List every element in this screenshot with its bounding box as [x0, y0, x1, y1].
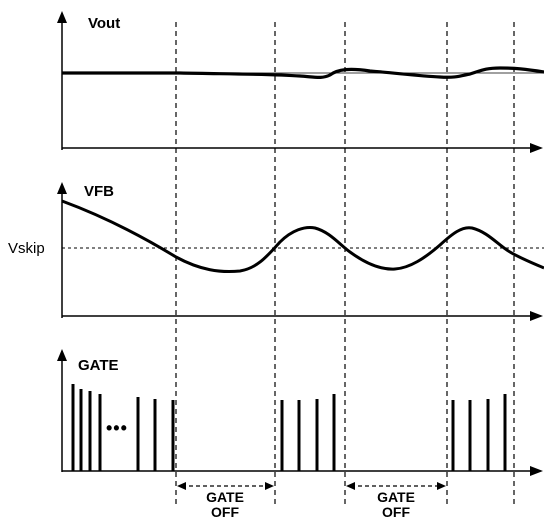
gate-pulse-group-1: [71, 384, 175, 471]
gate-off-label-1-line2: OFF: [211, 504, 239, 520]
gate-pulse-group-3: [451, 394, 507, 471]
gate-pulse-ellipsis: •••: [106, 418, 128, 438]
vout-x-arrow: [530, 143, 543, 153]
vfb-y-arrow: [57, 182, 67, 194]
vout-waveform: [62, 66, 544, 79]
vout-label: Vout: [88, 15, 121, 32]
time-markers: [175, 22, 515, 505]
gate-x-arrow: [530, 466, 543, 476]
vout-y-arrow: [57, 11, 67, 23]
gate-y-arrow: [57, 349, 67, 361]
vfb-x-arrow: [530, 311, 543, 321]
gate-off-label-2-line2: OFF: [382, 504, 410, 520]
gate-off-label-2: GATE OFF: [361, 490, 431, 520]
gate-pulse-group-2: [280, 394, 336, 471]
gate-label: GATE: [78, 357, 119, 374]
gate-off-span-2-right-arrow: [437, 482, 446, 490]
gate-off-span-2-left-arrow: [346, 482, 355, 490]
gate-off-span-1-left-arrow: [177, 482, 186, 490]
vskip-label: Vskip: [8, 240, 45, 257]
gate-off-span-1-right-arrow: [265, 482, 274, 490]
vfb-label: VFB: [84, 183, 114, 200]
gate-panel: [57, 349, 543, 490]
gate-off-label-1: GATE OFF: [190, 490, 260, 520]
gate-off-label-1-line1: GATE: [206, 489, 244, 505]
vout-panel: [57, 11, 544, 153]
gate-off-label-2-line1: GATE: [377, 489, 415, 505]
vfb-panel: [57, 182, 544, 321]
vfb-waveform: [61, 199, 544, 274]
